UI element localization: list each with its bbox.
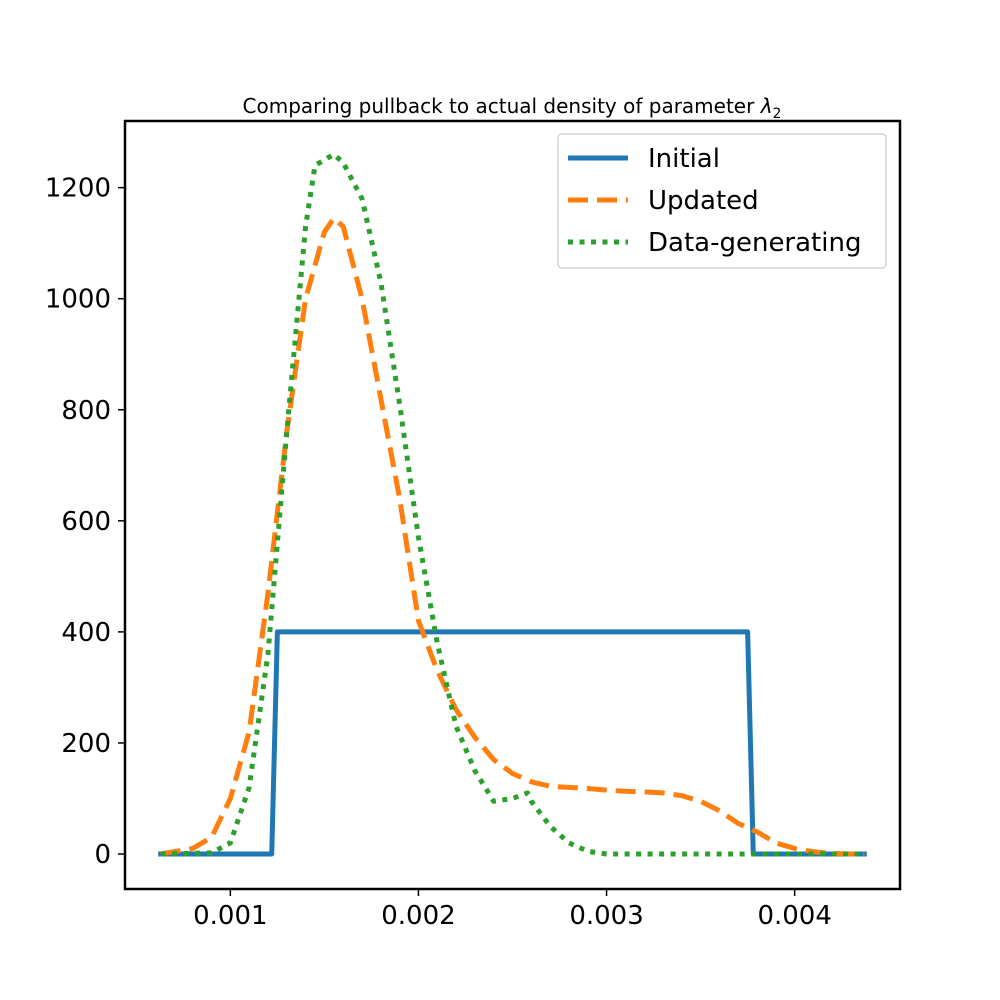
chart-title-symbol: λ bbox=[760, 94, 773, 118]
x-tick-label: 0.001 bbox=[193, 901, 267, 931]
x-tick-label: 0.002 bbox=[381, 901, 455, 931]
axes-frame bbox=[123, 119, 902, 891]
x-tick-label: 0.004 bbox=[757, 901, 831, 931]
series-line-initial bbox=[158, 629, 867, 857]
y-tick-label: 1200 bbox=[45, 174, 111, 204]
x-tick-label: 0.003 bbox=[569, 901, 643, 931]
chart-title: Comparing pullback to actual density of … bbox=[243, 94, 782, 122]
axis-ticks-layer: 0.001 0.002 0.003 0.004 0 200 400 600 800 1000 120… bbox=[45, 174, 832, 931]
y-tick-label: 0 bbox=[94, 840, 111, 870]
y-tick-label: 1000 bbox=[45, 285, 111, 315]
series-lines-layer bbox=[158, 151, 867, 857]
chart-title-text: Comparing pullback to actual density of … bbox=[243, 94, 782, 122]
legend-box bbox=[557, 133, 887, 269]
legend-label-initial: Initial bbox=[648, 144, 720, 174]
chart-title-main: Comparing pullback to actual density of … bbox=[243, 94, 756, 118]
legend: Initial Updated Data-generating bbox=[557, 133, 887, 269]
y-tick-label: 200 bbox=[61, 729, 111, 759]
y-tick-label: 800 bbox=[61, 396, 111, 426]
series-line-updated bbox=[160, 215, 865, 857]
y-tick-label: 600 bbox=[61, 507, 111, 537]
series-line-data-generating bbox=[160, 151, 865, 857]
y-tick-label: 400 bbox=[61, 618, 111, 648]
legend-label-updated: Updated bbox=[648, 186, 759, 216]
chart-title-subscript: 2 bbox=[773, 106, 782, 122]
legend-label-data-generating: Data-generating bbox=[648, 228, 861, 258]
